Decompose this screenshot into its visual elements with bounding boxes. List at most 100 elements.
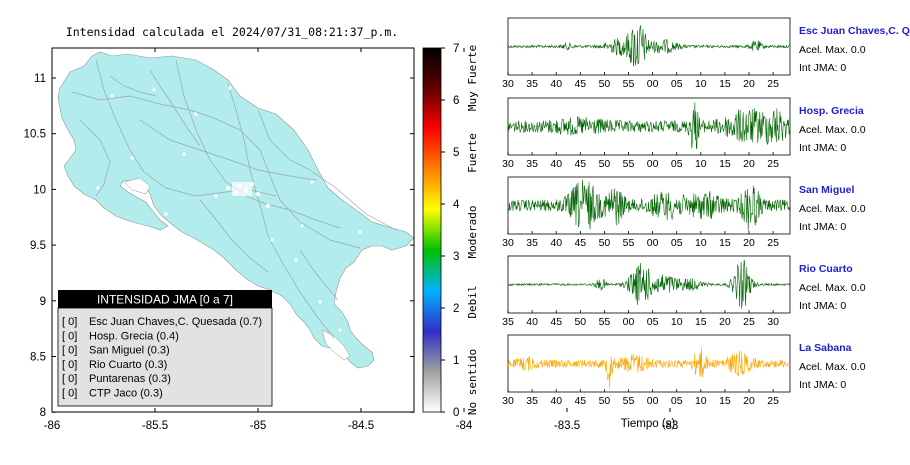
- station-accel: Acel. Max. 0.0: [799, 361, 866, 373]
- waveform-tick-label: 25: [743, 316, 755, 328]
- waveform-tick-label: 00: [647, 395, 659, 407]
- waveform-tick-label: 20: [743, 158, 755, 170]
- waveform-tick-label: 50: [599, 395, 611, 407]
- waveform-trace: [507, 102, 791, 150]
- waveform-tick-label: 20: [743, 237, 755, 249]
- colorbar-tick-label: 5: [453, 147, 459, 159]
- waveform-tick-label: 15: [695, 316, 707, 328]
- waveform-trace: [507, 347, 791, 389]
- waveform-tick-label: 40: [550, 78, 562, 90]
- map-y-tick-label: 9: [40, 296, 46, 308]
- legend-row-level: [ 0]: [62, 359, 77, 371]
- map-y-tick-label: 10.5: [24, 129, 46, 141]
- waveform-tick-label: 10: [695, 237, 707, 249]
- waveform-panel: 30 35 40 45 50 55 00 05 10 15 20 25 La Sabana Acel. M…: [502, 334, 866, 407]
- station-accel: Acel. Max. 0.0: [799, 124, 866, 136]
- waveform-tick-label: 25: [767, 158, 779, 170]
- waveform-tick-label: 45: [574, 158, 586, 170]
- legend-row-text: CTP Jaco (0.3): [89, 388, 163, 400]
- map-y-tick-label: 9.5: [30, 240, 46, 252]
- legend-row-level: [ 0]: [62, 345, 77, 357]
- waveform-tick-label: 45: [550, 316, 562, 328]
- map-y-tick-label: 10: [33, 184, 46, 196]
- golfo-nicoya: [123, 177, 151, 195]
- waveform-tick-label: 10: [695, 158, 707, 170]
- legend-row-text: Hosp. Grecia (0.4): [89, 330, 179, 342]
- waveform-trace: [507, 25, 791, 67]
- station-name: Rio Cuarto: [799, 263, 853, 275]
- station-accel: Acel. Max. 0.0: [799, 282, 866, 294]
- waveform-tick-label: 15: [719, 237, 731, 249]
- waveform-tick-label: 55: [623, 78, 635, 90]
- waveform-tick-label: 50: [599, 237, 611, 249]
- waveform-tick-label: 00: [647, 237, 659, 249]
- legend-header: [58, 290, 272, 308]
- colorbar-tick-label: 4: [453, 199, 460, 211]
- map-x-tick-label: -84: [456, 420, 473, 432]
- colorbar-tick-label: 3: [453, 251, 459, 263]
- legend-row-level: [ 0]: [62, 373, 77, 385]
- station-accel: Acel. Max. 0.0: [799, 44, 866, 56]
- colorbar-categories: No sentido Debil Moderado Fuerte Muy Fuerte: [466, 45, 479, 415]
- map-y-axis: 11 10.5 10 9.5 9 8.5 8: [24, 73, 414, 419]
- waveform-tick-label: 30: [502, 78, 514, 90]
- waveform-tick-label: 30: [502, 237, 514, 249]
- waveform-tick-label: 25: [767, 395, 779, 407]
- waveform-panel: 35 40 45 50 55 00 05 10 15 20 25 30 Rio Cuarto Acel. …: [502, 255, 866, 328]
- waveform-trace: [507, 259, 791, 309]
- legend-rows: [ 0] Esc Juan Chaves,C. Quesada (0.7) [ 0]…: [62, 316, 262, 400]
- waveform-tick-label: 00: [623, 316, 635, 328]
- map-frame: [51, 47, 415, 413]
- station-name: Esc Juan Chaves,C. Qu: [799, 25, 910, 37]
- waveform-x-label: Tiempo (s): [621, 418, 676, 430]
- waveform-tick-label: 05: [671, 78, 683, 90]
- map-title: Intensidad calculada el 2024/07/31_08:21…: [66, 25, 398, 39]
- waveform-panels: 30 35 40 45 50 55 00 05 10 15 20 25 Esc Juan Chaves,…: [502, 17, 910, 407]
- waveform-tick-label: 00: [647, 78, 659, 90]
- colorbar-category-label: Fuerte: [466, 133, 479, 173]
- waveform-tick-label: 50: [599, 78, 611, 90]
- waveform-panel: 30 35 40 45 50 55 00 05 10 15 20 25 Esc Juan Chaves,…: [502, 17, 910, 90]
- legend-row-text: Rio Cuarto (0.3): [89, 359, 167, 371]
- waveform-tick-label: 35: [526, 78, 538, 90]
- station-jma: Int JMA: 0: [799, 300, 846, 312]
- waveform-tick-label: 25: [767, 237, 779, 249]
- colorbar-tick-label: 7: [453, 43, 459, 55]
- waveform-tick-label: 20: [719, 316, 731, 328]
- map-x-tick-label: -85.5: [142, 420, 168, 432]
- station-name: La Sabana: [799, 342, 852, 354]
- waveform-tick-label: 15: [719, 158, 731, 170]
- costa-rica-land: [57, 51, 414, 369]
- waveform-tick-label: 05: [647, 316, 659, 328]
- waveform-tick-label: 35: [502, 316, 514, 328]
- waveform-tick-label: 10: [695, 395, 707, 407]
- waveform-frame: [507, 97, 791, 156]
- waveform-tick-label: 55: [623, 395, 635, 407]
- waveform-tick-label: 05: [671, 158, 683, 170]
- waveform-tick-label: 35: [526, 237, 538, 249]
- waveform-panel: 30 35 40 45 50 55 00 05 10 15 20 25 Hosp. Grecia Acel…: [502, 97, 866, 170]
- legend-row-text: Puntarenas (0.3): [89, 373, 171, 385]
- waveform-tick-label: 55: [623, 158, 635, 170]
- map-legend: INTENSIDAD JMA [0 a 7] [ 0] Esc Juan Chav…: [57, 290, 273, 407]
- waveform-tick-label: 10: [695, 78, 707, 90]
- waveform-tick-label: 35: [526, 395, 538, 407]
- station-jma: Int JMA: 0: [799, 221, 846, 233]
- station-accel: Acel. Max. 0.0: [799, 203, 866, 215]
- colorbar-tick-label: 6: [453, 95, 459, 107]
- waveform-tick-label: 10: [671, 316, 683, 328]
- colorbar-category-label: No sentido: [466, 349, 479, 415]
- waveform-tick-label: 15: [719, 78, 731, 90]
- waveform-panel: 30 35 40 45 50 55 00 05 10 15 20 25 San Miguel Acel. …: [502, 176, 866, 249]
- waveform-tick-label: 40: [550, 158, 562, 170]
- station-jma: Int JMA: 0: [799, 379, 846, 391]
- station-jma: Int JMA: 0: [799, 142, 846, 154]
- colorbar: [422, 47, 442, 413]
- waveform-tick-label: 45: [574, 78, 586, 90]
- station-name: Hosp. Grecia: [799, 105, 864, 117]
- waveform-tick-label: 30: [767, 316, 779, 328]
- legend-row-text: San Miguel (0.3): [89, 345, 170, 357]
- colorbar-category-label: Moderado: [466, 206, 479, 259]
- map-y-tick-label: 8: [40, 407, 46, 419]
